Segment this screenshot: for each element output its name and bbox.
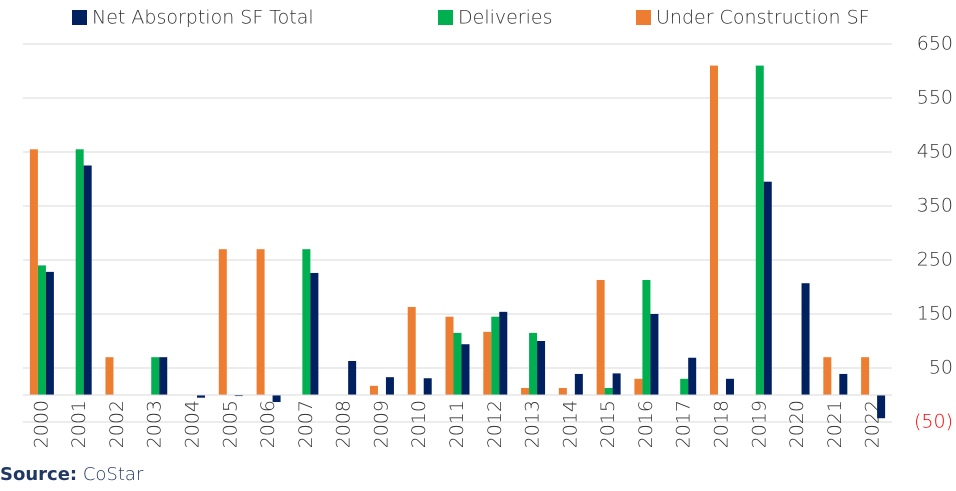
bar [823,357,832,395]
bar [302,249,311,395]
bar [218,249,227,395]
y-tick-label: 650 [917,33,953,55]
bar [385,377,394,395]
bar [650,314,659,395]
x-tick-label: 2012 [484,400,506,448]
bar [709,65,718,395]
legend-label: Under Construction SF [656,7,870,29]
bar [407,306,416,395]
bar [634,378,643,395]
bar [445,316,454,395]
bar [45,271,54,395]
y-tick-label: 450 [917,141,953,163]
bar [159,357,168,395]
bar [839,373,848,395]
bar [151,357,160,395]
x-tick-label: 2003 [144,400,166,448]
bar [558,387,567,395]
x-tick-label: 2016 [635,400,657,448]
x-tick-label: 2011 [446,400,468,448]
x-tick-label: 2021 [824,400,846,448]
x-tick-label: 2018 [710,400,732,448]
bar [453,332,462,395]
y-tick-label: 250 [917,249,953,271]
y-tick-label: 150 [917,303,953,325]
bar [529,332,538,395]
bar [483,331,492,395]
bar [499,311,508,395]
x-tick-label: 2001 [68,400,90,448]
y-tick-label: 550 [917,87,953,109]
x-tick-label: 2008 [333,400,355,448]
bar [604,387,613,395]
bar [197,395,206,398]
x-tick-label: 2019 [748,400,770,448]
bar [574,373,583,395]
x-tick-label: 2007 [295,400,317,448]
legend-swatch [438,10,453,25]
x-tick-label: 2009 [370,400,392,448]
x-tick-label: 2014 [559,400,581,448]
bar [596,279,605,395]
bar [75,149,84,395]
y-tick-label: 350 [917,195,953,217]
source: Source: CoStar [0,464,144,485]
bar [537,341,546,395]
x-tick-label: 2006 [257,400,279,448]
bar [310,272,319,395]
legend-swatch [72,10,87,25]
y-tick-label: (50) [914,411,953,433]
bar [83,165,92,395]
x-tick-label: 2004 [182,400,204,448]
x-tick-label: 2013 [522,400,544,448]
x-tick-label: 2020 [786,400,808,448]
bar [256,249,265,395]
bar [521,387,530,395]
bar [348,360,357,395]
bar [105,357,114,395]
source-name: CoStar [83,464,144,485]
x-tick-label: 2005 [219,400,241,448]
bar [461,344,470,395]
x-tick-label: 2002 [106,400,128,448]
bar [369,385,378,395]
bar [612,373,621,395]
bar [272,395,281,403]
bar [725,378,734,395]
bar [861,357,870,395]
bar [763,181,772,395]
bar [755,65,764,395]
bar [801,283,810,395]
bar [491,316,500,395]
bar [423,378,432,395]
x-tick-label: 2017 [673,400,695,448]
x-tick-label: 2015 [597,400,619,448]
bar [29,149,38,395]
bar [877,395,886,419]
bar [688,357,697,395]
legend-swatch [636,10,651,25]
legend-label: Deliveries [458,7,553,29]
legend-label: Net Absorption SF Total [92,7,314,29]
bar [234,395,243,397]
x-tick-label: 2000 [30,400,52,448]
source-label: Source: [0,464,77,485]
bar [37,265,46,395]
y-tick-label: 50 [929,357,953,379]
bar [680,378,689,395]
bar [642,279,651,395]
x-tick-label: 2010 [408,400,430,448]
